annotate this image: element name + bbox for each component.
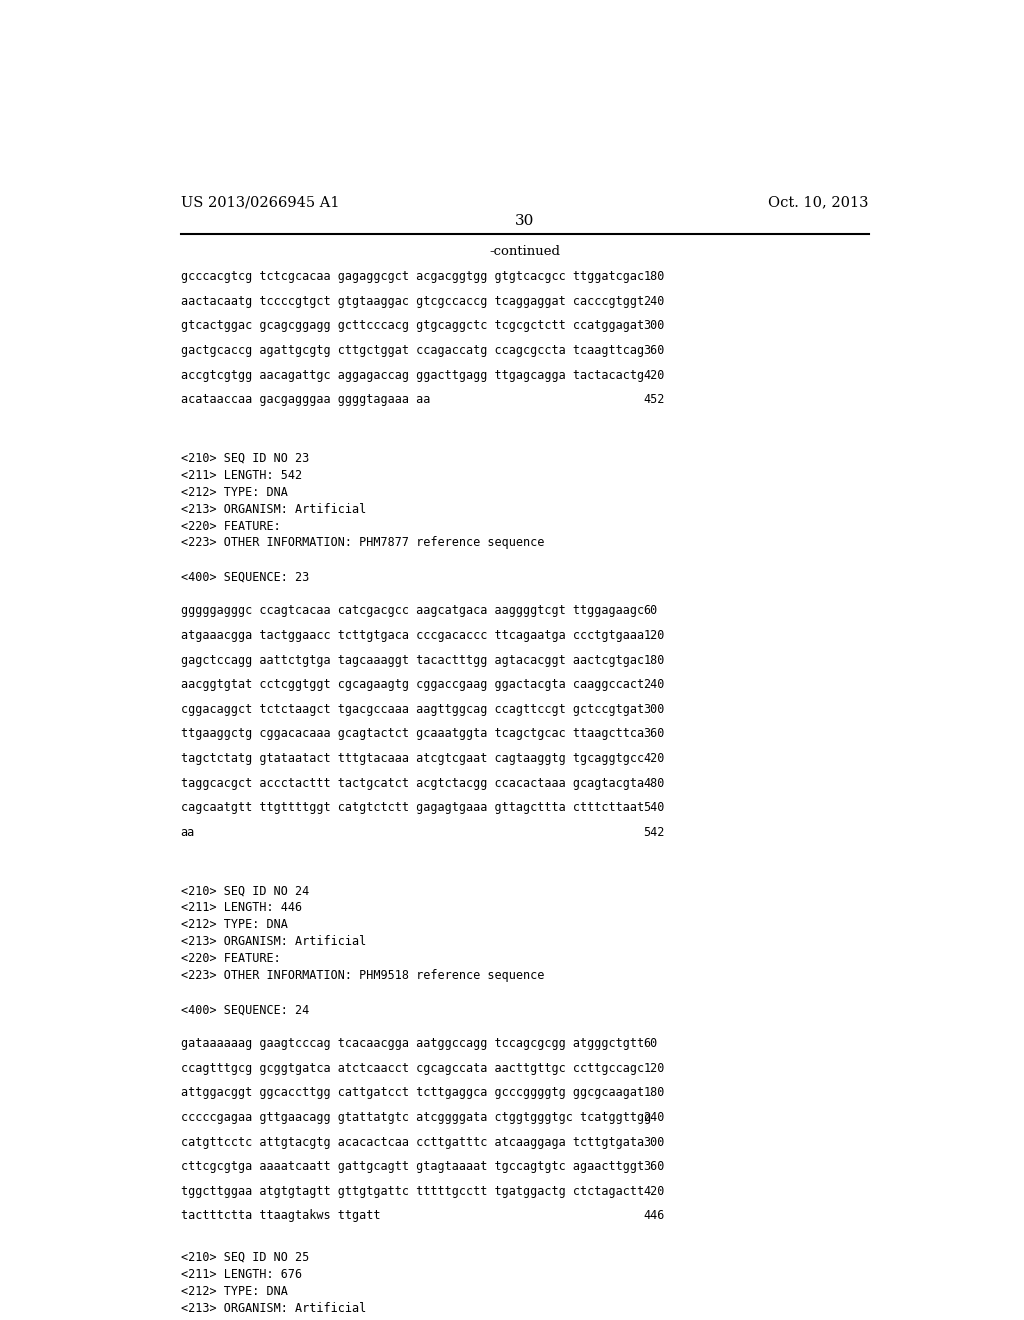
Text: <213> ORGANISM: Artificial: <213> ORGANISM: Artificial	[180, 936, 366, 948]
Text: <211> LENGTH: 446: <211> LENGTH: 446	[180, 902, 302, 915]
Text: gactgcaccg agattgcgtg cttgctggat ccagaccatg ccagcgccta tcaagttcag: gactgcaccg agattgcgtg cttgctggat ccagacc…	[180, 345, 644, 356]
Text: cagcaatgtt ttgttttggt catgtctctt gagagtgaaa gttagcttta ctttcttaat: cagcaatgtt ttgttttggt catgtctctt gagagtg…	[180, 801, 644, 814]
Text: <210> SEQ ID NO 23: <210> SEQ ID NO 23	[180, 451, 309, 465]
Text: tagctctatg gtataatact tttgtacaaa atcgtcgaat cagtaaggtg tgcaggtgcc: tagctctatg gtataatact tttgtacaaa atcgtcg…	[180, 752, 644, 766]
Text: 180: 180	[643, 1086, 665, 1100]
Text: atgaaacgga tactggaacc tcttgtgaca cccgacaccc ttcagaatga ccctgtgaaa: atgaaacgga tactggaacc tcttgtgaca cccgaca…	[180, 628, 644, 642]
Text: gggggagggc ccagtcacaa catcgacgcc aagcatgaca aaggggtcgt ttggagaagc: gggggagggc ccagtcacaa catcgacgcc aagcatg…	[180, 605, 644, 618]
Text: gtcactggac gcagcggagg gcttcccacg gtgcaggctc tcgcgctctt ccatggagat: gtcactggac gcagcggagg gcttcccacg gtgcagg…	[180, 319, 644, 333]
Text: 452: 452	[643, 393, 665, 407]
Text: gagctccagg aattctgtga tagcaaaggt tacactttgg agtacacggt aactcgtgac: gagctccagg aattctgtga tagcaaaggt tacactt…	[180, 653, 644, 667]
Text: aacggtgtat cctcggtggt cgcagaagtg cggaccgaag ggactacgta caaggccact: aacggtgtat cctcggtggt cgcagaagtg cggaccg…	[180, 678, 644, 692]
Text: 420: 420	[643, 752, 665, 766]
Text: <220> FEATURE:: <220> FEATURE:	[180, 952, 281, 965]
Text: acataaccaa gacgagggaa ggggtagaaa aa: acataaccaa gacgagggaa ggggtagaaa aa	[180, 393, 430, 407]
Text: <213> ORGANISM: Artificial: <213> ORGANISM: Artificial	[180, 503, 366, 516]
Text: cttcgcgtga aaaatcaatt gattgcagtt gtagtaaaat tgccagtgtc agaacttggt: cttcgcgtga aaaatcaatt gattgcagtt gtagtaa…	[180, 1160, 644, 1173]
Text: 360: 360	[643, 1160, 665, 1173]
Text: <212> TYPE: DNA: <212> TYPE: DNA	[180, 919, 288, 932]
Text: <210> SEQ ID NO 24: <210> SEQ ID NO 24	[180, 884, 309, 898]
Text: 542: 542	[643, 826, 665, 840]
Text: -continued: -continued	[489, 244, 560, 257]
Text: 300: 300	[643, 319, 665, 333]
Text: <212> TYPE: DNA: <212> TYPE: DNA	[180, 1284, 288, 1298]
Text: 240: 240	[643, 294, 665, 308]
Text: 446: 446	[643, 1209, 665, 1222]
Text: gataaaaaag gaagtcccag tcacaacgga aatggccagg tccagcgcgg atgggctgtt: gataaaaaag gaagtcccag tcacaacgga aatggcc…	[180, 1038, 644, 1049]
Text: cccccgagaa gttgaacagg gtattatgtc atcggggata ctggtgggtgc tcatggttgg: cccccgagaa gttgaacagg gtattatgtc atcgggg…	[180, 1111, 651, 1123]
Text: 300: 300	[643, 702, 665, 715]
Text: accgtcgtgg aacagattgc aggagaccag ggacttgagg ttgagcagga tactacactg: accgtcgtgg aacagattgc aggagaccag ggacttg…	[180, 368, 644, 381]
Text: <220> FEATURE:: <220> FEATURE:	[180, 520, 281, 532]
Text: 180: 180	[643, 271, 665, 282]
Text: <212> TYPE: DNA: <212> TYPE: DNA	[180, 486, 288, 499]
Text: <210> SEQ ID NO 25: <210> SEQ ID NO 25	[180, 1251, 309, 1265]
Text: US 2013/0266945 A1: US 2013/0266945 A1	[180, 195, 339, 210]
Text: aactacaatg tccccgtgct gtgtaaggac gtcgccaccg tcaggaggat cacccgtggt: aactacaatg tccccgtgct gtgtaaggac gtcgcca…	[180, 294, 644, 308]
Text: 240: 240	[643, 1111, 665, 1123]
Text: ccagtttgcg gcggtgatca atctcaacct cgcagccata aacttgttgc ccttgccagc: ccagtttgcg gcggtgatca atctcaacct cgcagcc…	[180, 1061, 644, 1074]
Text: <400> SEQUENCE: 23: <400> SEQUENCE: 23	[180, 570, 309, 583]
Text: Oct. 10, 2013: Oct. 10, 2013	[768, 195, 869, 210]
Text: tactttctta ttaagtakws ttgatt: tactttctta ttaagtakws ttgatt	[180, 1209, 380, 1222]
Text: 60: 60	[643, 1038, 657, 1049]
Text: <211> LENGTH: 676: <211> LENGTH: 676	[180, 1269, 302, 1280]
Text: 540: 540	[643, 801, 665, 814]
Text: 420: 420	[643, 368, 665, 381]
Text: <223> OTHER INFORMATION: PHM9518 reference sequence: <223> OTHER INFORMATION: PHM9518 referen…	[180, 969, 544, 982]
Text: 300: 300	[643, 1135, 665, 1148]
Text: <400> SEQUENCE: 24: <400> SEQUENCE: 24	[180, 1003, 309, 1016]
Text: 360: 360	[643, 727, 665, 741]
Text: 60: 60	[643, 605, 657, 618]
Text: attggacggt ggcaccttgg cattgatcct tcttgaggca gcccggggtg ggcgcaagat: attggacggt ggcaccttgg cattgatcct tcttgag…	[180, 1086, 644, 1100]
Text: 360: 360	[643, 345, 665, 356]
Text: 420: 420	[643, 1185, 665, 1197]
Text: cggacaggct tctctaagct tgacgccaaa aagttggcag ccagttccgt gctccgtgat: cggacaggct tctctaagct tgacgccaaa aagttgg…	[180, 702, 644, 715]
Text: tggcttggaa atgtgtagtt gttgtgattc tttttgcctt tgatggactg ctctagactt: tggcttggaa atgtgtagtt gttgtgattc tttttgc…	[180, 1185, 644, 1197]
Text: 240: 240	[643, 678, 665, 692]
Text: 120: 120	[643, 1061, 665, 1074]
Text: <213> ORGANISM: Artificial: <213> ORGANISM: Artificial	[180, 1302, 366, 1315]
Text: 480: 480	[643, 776, 665, 789]
Text: 180: 180	[643, 653, 665, 667]
Text: 120: 120	[643, 628, 665, 642]
Text: 30: 30	[515, 214, 535, 228]
Text: aa: aa	[180, 826, 195, 840]
Text: gcccacgtcg tctcgcacaa gagaggcgct acgacggtgg gtgtcacgcc ttggatcgac: gcccacgtcg tctcgcacaa gagaggcgct acgacgg…	[180, 271, 644, 282]
Text: <223> OTHER INFORMATION: PHM7877 reference sequence: <223> OTHER INFORMATION: PHM7877 referen…	[180, 536, 544, 549]
Text: ttgaaggctg cggacacaaa gcagtactct gcaaatggta tcagctgcac ttaagcttca: ttgaaggctg cggacacaaa gcagtactct gcaaatg…	[180, 727, 644, 741]
Text: <211> LENGTH: 542: <211> LENGTH: 542	[180, 469, 302, 482]
Text: taggcacgct accctacttt tactgcatct acgtctacgg ccacactaaa gcagtacgta: taggcacgct accctacttt tactgcatct acgtcta…	[180, 776, 644, 789]
Text: catgttcctc attgtacgtg acacactcaa ccttgatttc atcaaggaga tcttgtgata: catgttcctc attgtacgtg acacactcaa ccttgat…	[180, 1135, 644, 1148]
